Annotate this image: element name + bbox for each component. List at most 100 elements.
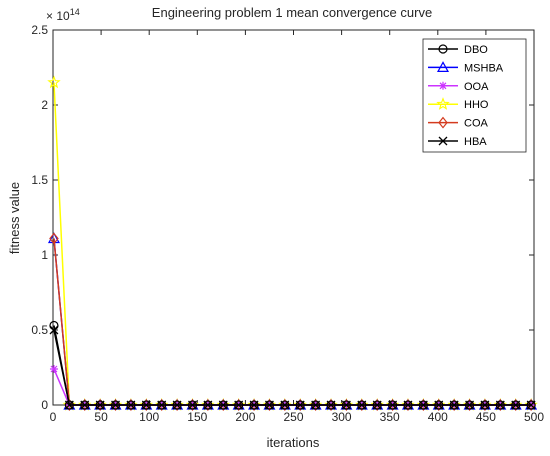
data-point xyxy=(111,400,120,410)
data-point xyxy=(264,400,274,410)
data-point xyxy=(434,400,444,410)
x-tick-label: 500 xyxy=(524,410,544,424)
legend-label: HHO xyxy=(464,99,489,111)
data-point xyxy=(249,400,259,410)
data-point xyxy=(188,400,197,410)
legend-item-hho: HHO xyxy=(428,97,489,111)
data-point xyxy=(464,399,475,411)
x-tick-label: 400 xyxy=(428,410,448,424)
legend-item-mshba: MSHBA xyxy=(428,61,504,74)
y-exponent-label: × 1014 xyxy=(46,7,80,23)
data-point xyxy=(526,400,536,410)
data-point xyxy=(449,400,459,410)
data-point xyxy=(480,399,490,411)
chart-title: Engineering problem 1 mean convergence c… xyxy=(152,5,432,20)
data-point xyxy=(403,399,413,411)
legend-label: HBA xyxy=(464,136,487,148)
legend-label: DBO xyxy=(464,44,488,56)
data-point xyxy=(110,399,121,411)
data-point xyxy=(357,400,367,410)
data-point xyxy=(436,61,450,73)
data-point xyxy=(234,400,244,410)
data-point xyxy=(264,399,275,411)
data-point xyxy=(249,399,259,411)
legend-label: OOA xyxy=(464,81,489,93)
x-tick-label: 450 xyxy=(476,410,496,424)
series-line xyxy=(53,329,532,406)
legend-item-coa: COA xyxy=(428,116,489,130)
data-point xyxy=(465,400,475,410)
data-point xyxy=(141,400,151,410)
data-point xyxy=(418,400,428,410)
data-point xyxy=(418,399,429,411)
x-tick-label: 150 xyxy=(187,410,207,424)
data-point xyxy=(510,399,521,411)
y-tick-label: 1.5 xyxy=(31,173,48,187)
data-point xyxy=(403,400,413,410)
data-point xyxy=(95,399,105,411)
x-axis: 0 50 100 150 200 250 300 350 400 450 500 xyxy=(50,30,544,424)
data-point xyxy=(341,400,351,410)
data-point xyxy=(218,400,228,410)
data-point xyxy=(233,399,244,411)
legend-item-ooa: OOA xyxy=(428,81,489,93)
x-tick-label: 350 xyxy=(380,410,400,424)
data-point xyxy=(326,400,336,410)
data-point xyxy=(80,400,90,410)
data-point xyxy=(295,400,305,410)
series-layer xyxy=(47,75,538,411)
data-point xyxy=(64,399,75,411)
data-point xyxy=(495,400,505,410)
legend-item-dbo: DBO xyxy=(428,44,488,56)
y-tick-label: 2 xyxy=(41,98,48,112)
data-point xyxy=(372,399,382,411)
data-point xyxy=(218,399,229,411)
data-point xyxy=(95,400,105,410)
data-point xyxy=(311,400,321,410)
data-point xyxy=(187,399,198,411)
x-tick-label: 200 xyxy=(235,410,255,424)
data-point xyxy=(79,399,90,411)
data-point xyxy=(438,44,448,54)
data-point xyxy=(449,399,459,411)
data-point xyxy=(439,81,447,90)
data-point xyxy=(157,400,167,410)
y-tick-label: 1 xyxy=(41,248,48,262)
y-tick-label: 0.5 xyxy=(31,323,48,337)
data-point xyxy=(64,400,74,410)
data-point xyxy=(438,116,448,129)
y-exponent-base: × 10 xyxy=(46,9,70,23)
y-axis-label: fitness value xyxy=(7,182,22,254)
data-point xyxy=(280,399,290,411)
data-point xyxy=(438,136,448,146)
x-tick-label: 250 xyxy=(283,410,303,424)
data-point xyxy=(141,399,152,411)
data-point xyxy=(49,365,58,373)
data-point xyxy=(526,399,536,411)
data-point xyxy=(203,399,213,411)
x-tick-label: 100 xyxy=(139,410,159,424)
data-point xyxy=(310,399,321,411)
y-exponent-power: 14 xyxy=(70,7,80,17)
data-point xyxy=(495,399,506,411)
data-point xyxy=(47,75,61,89)
data-point xyxy=(433,399,444,411)
x-tick-label: 0 xyxy=(50,410,57,424)
data-point xyxy=(280,400,290,410)
data-point xyxy=(387,399,398,411)
legend-label: COA xyxy=(464,118,489,130)
data-point xyxy=(126,400,136,410)
legend: DBO MSHBA OOA HHO COA HBA xyxy=(422,38,527,153)
data-point xyxy=(511,400,521,410)
data-point xyxy=(388,400,398,410)
data-point xyxy=(357,399,367,411)
legend-item-hba: HBA xyxy=(428,136,487,148)
legend-label: MSHBA xyxy=(464,62,504,74)
series-hba xyxy=(49,325,536,410)
legend-box xyxy=(422,38,527,153)
data-point xyxy=(295,399,306,411)
data-point xyxy=(49,232,59,245)
x-tick-label: 300 xyxy=(332,410,352,424)
data-point xyxy=(172,400,182,410)
